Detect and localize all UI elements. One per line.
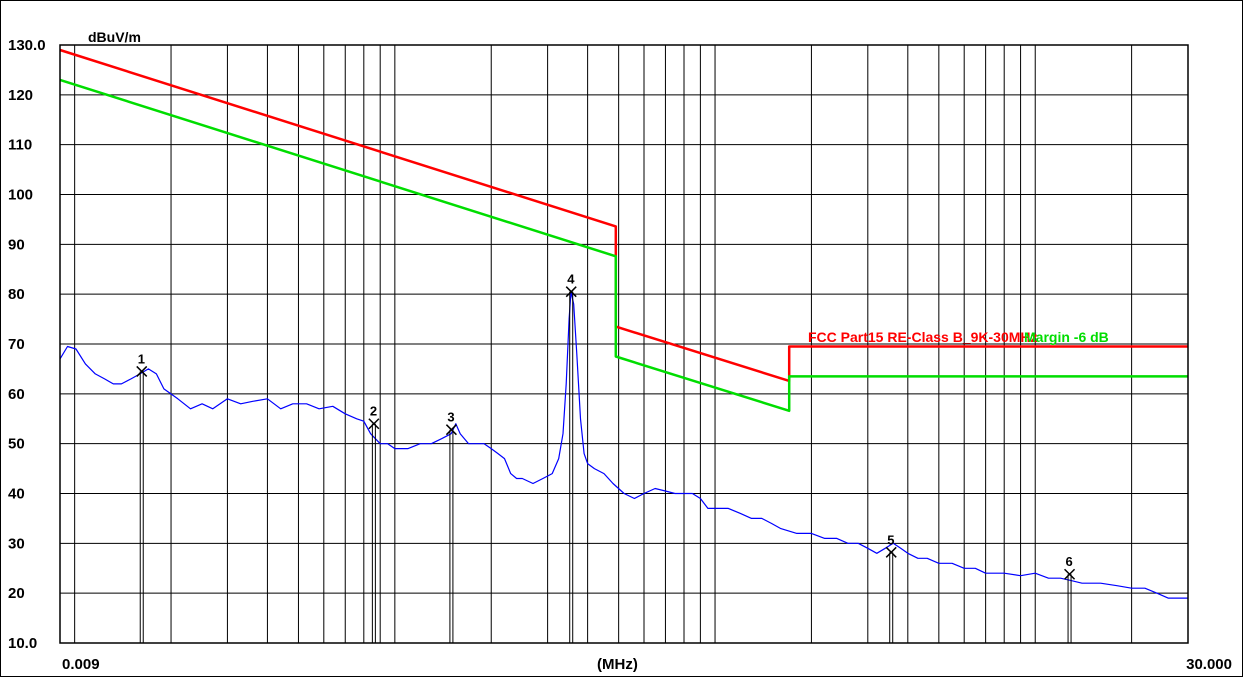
y-tick-label: 60 xyxy=(8,386,25,403)
y-tick-label: 10.0 xyxy=(8,635,37,652)
y-tick-label: 80 xyxy=(8,286,25,303)
marker-x-icon xyxy=(885,546,897,558)
y-tick-label: 40 xyxy=(8,486,25,503)
marker-x-icon xyxy=(136,365,148,377)
marker-1: 1 xyxy=(136,351,148,643)
marker-x-icon xyxy=(565,286,577,298)
x-axis-unit: (MHz) xyxy=(597,656,638,673)
y-tick-label: 100 xyxy=(8,187,33,204)
marker-x-icon xyxy=(368,418,380,430)
measurement-trace xyxy=(59,291,1188,599)
limit-line-fcc xyxy=(59,48,1188,383)
marker-6: 6 xyxy=(1064,554,1076,643)
y-tick-label: 70 xyxy=(8,336,25,353)
marker-5: 5 xyxy=(885,532,897,643)
marker-x-icon xyxy=(1064,568,1076,580)
y-tick-label: 130.0 xyxy=(8,37,46,54)
y-tick-label: 110 xyxy=(8,137,32,154)
marker-x-icon xyxy=(445,424,457,436)
limit-line-margin xyxy=(59,78,1188,413)
y-tick-label: 20 xyxy=(8,585,25,602)
marker-3: 3 xyxy=(445,410,457,643)
markers-layer: 1 2 3 4 5 6 xyxy=(136,272,1076,643)
y-tick-label: 90 xyxy=(8,236,25,253)
y-tick-labels: 130.0 120 110 100 90 80 70 60 50 40 30 20 10.0 xyxy=(8,37,46,652)
y-tick-label: 50 xyxy=(8,436,25,453)
marker-label: 1 xyxy=(138,351,145,366)
marker-label: 3 xyxy=(447,410,454,425)
legend-margin: Margin -6 dB xyxy=(1024,329,1109,345)
x-tick-label-max: 30.000 xyxy=(1186,656,1232,673)
series-layer xyxy=(59,48,1188,599)
x-tick-label-min: 0.009 xyxy=(62,656,100,673)
y-axis-unit: dBuV/m xyxy=(88,29,141,45)
marker-2: 2 xyxy=(368,404,380,643)
legend-fcc-limit: FCC Part15 RE-Class B_9K-30MHz xyxy=(808,329,1038,345)
marker-label: 5 xyxy=(887,532,894,547)
marker-4: 4 xyxy=(565,272,577,643)
marker-label: 4 xyxy=(567,272,575,287)
y-tick-label: 30 xyxy=(8,535,25,552)
marker-label: 2 xyxy=(370,404,377,419)
marker-label: 6 xyxy=(1066,554,1073,569)
y-tick-label: 120 xyxy=(8,87,33,104)
plot-border xyxy=(59,44,1189,644)
